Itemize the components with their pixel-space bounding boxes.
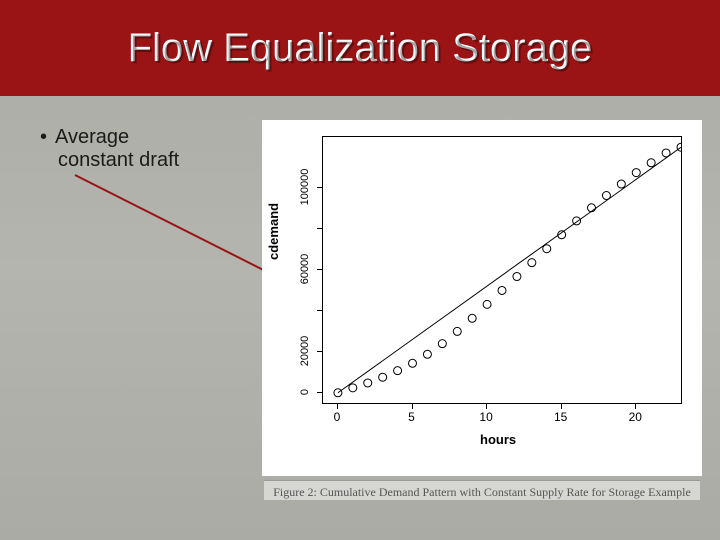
bullet-list: • Average constant draft: [40, 126, 179, 172]
x-tick-label: 15: [546, 410, 576, 424]
x-axis-label: hours: [480, 432, 516, 447]
y-axis-label: cdemand: [266, 203, 281, 260]
figure-caption: Figure 2: Cumulative Demand Pattern with…: [264, 480, 700, 500]
y-tick-label: 20000: [299, 326, 311, 376]
chart-panel: cdemand hours 05101520 02000060000100000: [262, 120, 702, 476]
y-tick-label: 100000: [299, 162, 311, 212]
x-tick-label: 0: [322, 410, 352, 424]
title-shadow: Flow Equalization Storage: [130, 28, 595, 73]
chart-plot-area: [322, 136, 682, 404]
x-tick-label: 5: [397, 410, 427, 424]
x-tick-label: 10: [471, 410, 501, 424]
y-tick-label: 60000: [299, 244, 311, 294]
title-bar: Flow Equalization Storage Flow Equalizat…: [0, 0, 720, 96]
bullet-item: • Average: [40, 126, 179, 149]
bullet-text-line2: constant draft: [58, 149, 179, 172]
bullet-text-line1: Average: [55, 126, 129, 149]
bullet-marker: •: [40, 126, 47, 149]
chart-svg: [323, 137, 681, 403]
x-tick-label: 20: [620, 410, 650, 424]
